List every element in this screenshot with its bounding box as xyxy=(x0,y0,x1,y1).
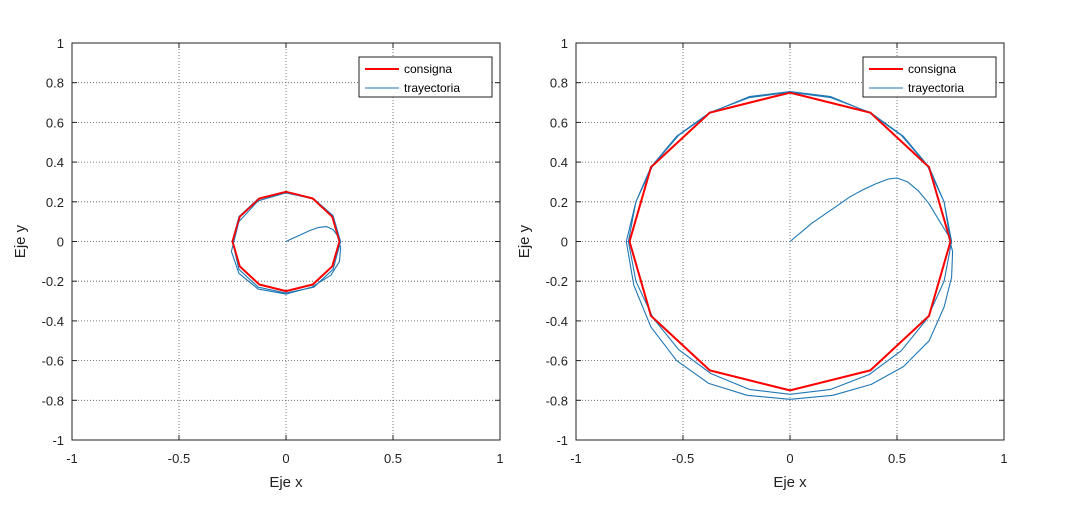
y-tick-label-8: 0.6 xyxy=(46,115,64,130)
x-tick-label-2: 0 xyxy=(282,451,289,466)
legend: consigna trayectoria xyxy=(862,56,997,98)
x-tick-label-3: 0.5 xyxy=(384,451,402,466)
legend: consigna trayectoria xyxy=(358,56,493,98)
y-tick-label-1: -0.8 xyxy=(42,393,64,408)
y-tick-label-7: 0.4 xyxy=(46,155,64,170)
y-tick-label-2: -0.6 xyxy=(546,354,568,369)
y-axis-label: Eje y xyxy=(12,224,29,258)
x-axis-label: Eje x xyxy=(269,474,303,491)
legend-label-consigna: consigna xyxy=(908,62,956,76)
y-tick-label-4: -0.2 xyxy=(42,274,64,289)
y-tick-label-6: 0.2 xyxy=(550,195,568,210)
y-tick-label-5: 0 xyxy=(561,235,568,250)
x-tick-label-4: 1 xyxy=(1000,451,1007,466)
y-tick-label-6: 0.2 xyxy=(46,195,64,210)
y-axis-label: Eje y xyxy=(516,224,533,258)
legend-box xyxy=(862,56,997,98)
legend-label-trayectoria: trayectoria xyxy=(404,81,460,95)
x-tick-label-1: -0.5 xyxy=(168,451,190,466)
y-tick-label-0: -1 xyxy=(52,433,64,448)
y-tick-label-9: 0.8 xyxy=(550,76,568,91)
legend-label-consigna: consigna xyxy=(404,62,452,76)
y-tick-label-3: -0.4 xyxy=(546,314,568,329)
y-tick-label-7: 0.4 xyxy=(550,155,568,170)
y-tick-label-4: -0.2 xyxy=(546,274,568,289)
axes-box xyxy=(575,42,1005,441)
y-tick-label-10: 1 xyxy=(57,36,64,51)
chart-panel-2: -1 -0.5 0 0.5 1 -1 -0.8 -0.6 -0.4 -0.2 0 0.2 0.4 0.6 0… xyxy=(516,36,1008,491)
x-tick-label-4: 1 xyxy=(496,451,503,466)
series-line-consigna-overlay xyxy=(231,191,341,292)
axes-box xyxy=(71,42,501,441)
x-tick-label-0: -1 xyxy=(66,451,78,466)
series-line-consigna-overlay xyxy=(628,91,952,392)
chart-panel-1: -1 -0.5 0 0.5 1 -1 -0.8 -0.6 -0.4 -0.2 0 0.2 0.4 0.6 0… xyxy=(12,36,504,491)
y-tick-label-1: -0.8 xyxy=(546,393,568,408)
legend-box xyxy=(358,56,493,98)
y-tick-label-0: -1 xyxy=(556,433,568,448)
x-tick-label-2: 0 xyxy=(786,451,793,466)
x-tick-label-3: 0.5 xyxy=(888,451,906,466)
y-tick-label-5: 0 xyxy=(57,235,64,250)
x-tick-label-0: -1 xyxy=(570,451,582,466)
y-tick-label-3: -0.4 xyxy=(42,314,64,329)
x-axis-label: Eje x xyxy=(773,474,807,491)
y-tick-label-9: 0.8 xyxy=(46,76,64,91)
y-tick-label-8: 0.6 xyxy=(550,115,568,130)
x-tick-label-1: -0.5 xyxy=(672,451,694,466)
legend-label-trayectoria: trayectoria xyxy=(908,81,964,95)
y-tick-label-10: 1 xyxy=(561,36,568,51)
y-tick-label-2: -0.6 xyxy=(42,354,64,369)
